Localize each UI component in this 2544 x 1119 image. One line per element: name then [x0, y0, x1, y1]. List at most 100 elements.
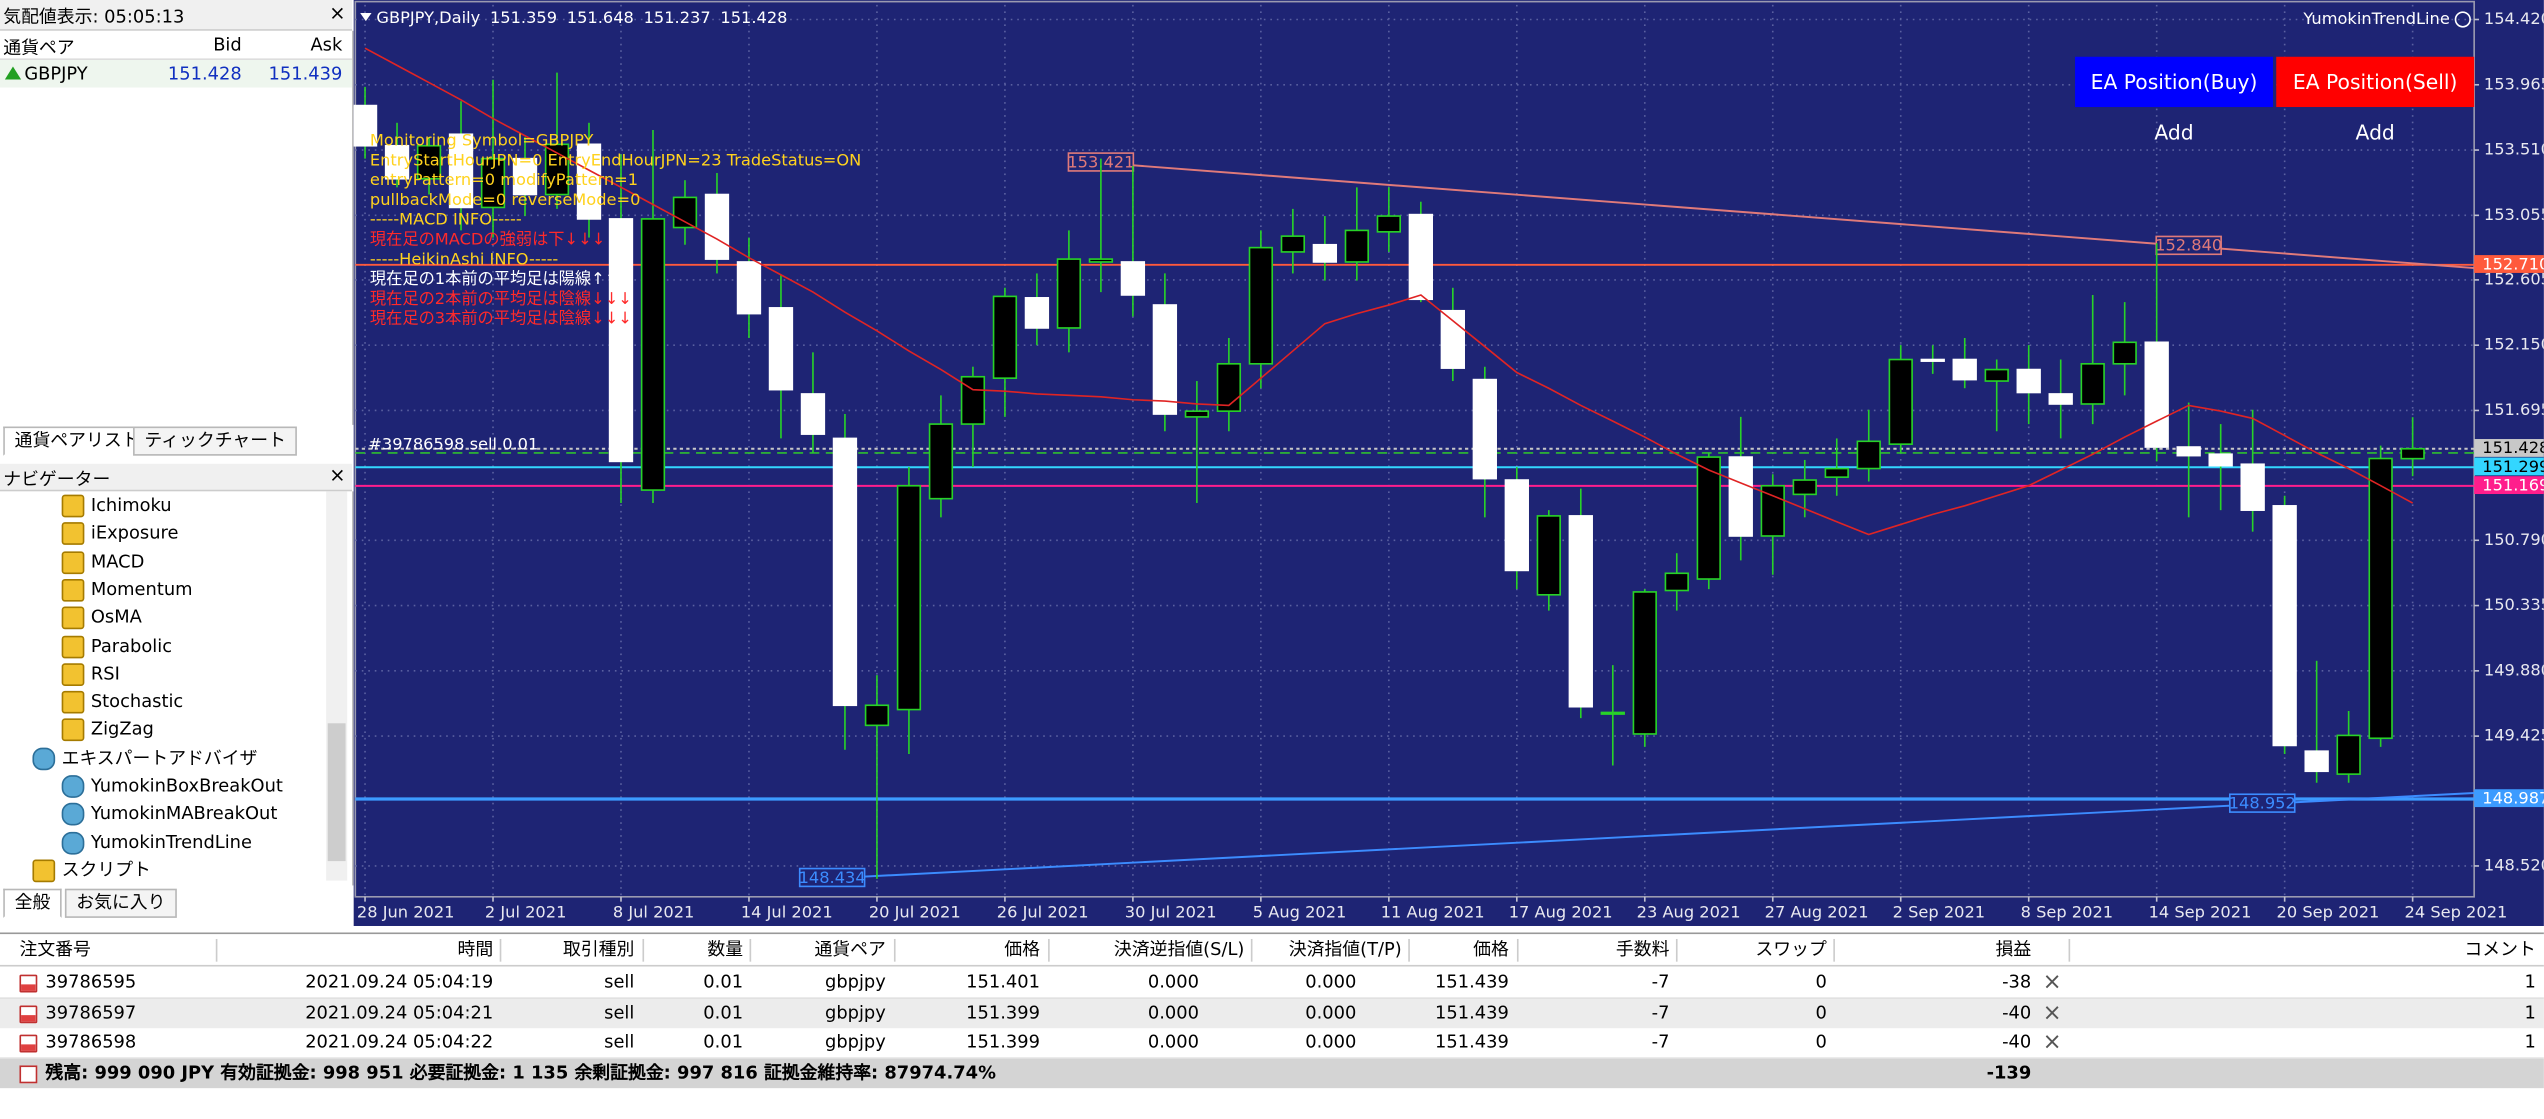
- nav-item[interactable]: ZigZag: [61, 716, 154, 744]
- chart-window: 154.420 153.965 153.510 153.055 152.605 152.1…: [352, 0, 2544, 926]
- nav-item[interactable]: YumokinBoxBreakOut: [61, 772, 283, 800]
- column-separator: [2068, 938, 2071, 962]
- candle-body: [1600, 711, 1625, 715]
- candle-body: [992, 295, 1018, 379]
- candle-body: [704, 193, 730, 260]
- candle-body: [1952, 358, 1977, 381]
- order-cell: 1: [2524, 1001, 2536, 1023]
- y-tick-label: 148.520: [2484, 855, 2544, 874]
- column-separator: [1048, 938, 1050, 962]
- column-header: 時間: [457, 938, 494, 961]
- column-header: 価格: [1004, 938, 1040, 961]
- navigator-titlebar: ナビゲーター ×: [0, 463, 353, 492]
- x-tick-label: 8 Sep 2021: [2021, 903, 2114, 922]
- x-tick-label: 30 Jul 2021: [1125, 903, 1217, 922]
- summary-icon: [19, 1065, 38, 1084]
- tab[interactable]: 通貨ペアリスト: [3, 426, 151, 456]
- column-separator: [1516, 938, 1519, 962]
- order-cell: gbpjpy: [824, 1001, 886, 1023]
- table-header: 注文番号 時間 取引種別 数量 通貨ペア 価格 決済逆指値(S/L) 決済指値(T/P) 価格 手…: [0, 935, 2544, 967]
- ohlc-value: 151.359: [490, 7, 557, 26]
- nav-item[interactable]: iExposure: [61, 519, 178, 547]
- candle-body: [2144, 341, 2169, 448]
- level-label-bg: [2474, 476, 2544, 495]
- candle-body: [1984, 368, 2009, 382]
- ea-button[interactable]: EA Position(Buy) Add: [2075, 56, 2273, 144]
- header-symbol: 通貨ペア: [3, 37, 75, 59]
- column-header: スワップ: [1755, 938, 1827, 961]
- nav-item[interactable]: YumokinMABreakOut: [61, 800, 277, 828]
- ea-button[interactable]: EA Position(Sell) Add: [2276, 56, 2475, 144]
- indicator-icon: [61, 494, 85, 518]
- nav-item[interactable]: Stochastic: [61, 688, 183, 716]
- scrollbar[interactable]: [326, 491, 348, 881]
- candle-body: [2208, 453, 2233, 467]
- order-cell: 2021.09.24 05:04:21: [305, 1001, 494, 1023]
- column-header: 通貨ペア: [814, 938, 886, 961]
- nav-item[interactable]: MACD: [61, 547, 144, 575]
- close-order-icon[interactable]: ×: [2042, 1029, 2062, 1056]
- account-summary: 残高: 999 090 JPY 有効証拠金: 998 951 必要証拠金: 1 …: [45, 1062, 996, 1084]
- level-label-bg: [2474, 439, 2544, 457]
- x-tick-label: 8 Jul 2021: [613, 903, 695, 922]
- candle-body: [768, 307, 794, 391]
- x-tick-label: 23 Aug 2021: [1637, 903, 1741, 922]
- order-cell: 151.401: [966, 971, 1040, 993]
- indicator-icon: [61, 690, 85, 714]
- x-tick-label: 20 Jul 2021: [869, 903, 961, 922]
- order-cell: sell: [604, 1001, 635, 1023]
- y-tick-label: 153.055: [2484, 205, 2544, 224]
- nav-item[interactable]: Momentum: [61, 576, 193, 604]
- column-separator: [1675, 938, 1678, 962]
- nav-item[interactable]: Parabolic: [61, 632, 172, 660]
- column-separator: [893, 938, 896, 962]
- nav-item[interactable]: Ichimoku: [61, 491, 172, 519]
- order-row[interactable]: 39786595 2021.09.24 05:04:19 sell 0.01 gbpjp…: [0, 968, 2544, 999]
- column-header: 決済指値(T/P): [1288, 938, 1402, 961]
- candle-body: [2304, 750, 2329, 773]
- candle-body: [1184, 410, 1210, 418]
- close-button[interactable]: ×: [329, 463, 346, 487]
- indicator-icon: [61, 606, 85, 630]
- market-watch-row[interactable]: GBPJPY 151.428 151.439: [0, 60, 353, 88]
- y-tick-label: 151.695: [2484, 400, 2544, 419]
- market-watch-title: 気配値表示: 05:05:13: [3, 6, 185, 28]
- candle-body: [928, 423, 954, 500]
- header-bid: Bid: [213, 34, 242, 56]
- order-cell: gbpjpy: [824, 971, 886, 993]
- order-cell: -38: [2002, 971, 2032, 993]
- candle-body: [2400, 447, 2425, 460]
- candle-body: [1344, 229, 1370, 263]
- candle-body: [2080, 363, 2105, 405]
- chart-header: GBPJPY,Daily 151.359 151.648 151.237 151.428: [376, 7, 787, 26]
- candle-body: [1440, 309, 1465, 369]
- tab[interactable]: 全般: [3, 888, 62, 918]
- nav-item[interactable]: YumokinTrendLine: [61, 828, 252, 856]
- close-order-icon[interactable]: ×: [2042, 999, 2062, 1026]
- tab[interactable]: お気に入り: [64, 888, 177, 918]
- close-button[interactable]: ×: [329, 1, 346, 25]
- nav-item[interactable]: RSI: [61, 660, 120, 688]
- nav-folder[interactable]: エキスパートアドバイザ: [32, 744, 257, 772]
- order-cell: 0.000: [1305, 971, 1357, 993]
- trendline: [1100, 161, 2475, 270]
- candle-body: [1056, 258, 1082, 329]
- order-row[interactable]: 39786597 2021.09.24 05:04:21 sell 0.01 gbpjp…: [0, 998, 2544, 1029]
- candle-body: [480, 157, 506, 209]
- summary-row: 残高: 999 090 JPY 有効証拠金: 998 951 必要証拠金: 1 …: [0, 1058, 2544, 1089]
- level-label: 152.710: [2482, 254, 2544, 273]
- tab[interactable]: ティックチャート: [133, 426, 298, 456]
- indicator-name: YumokinTrendLine: [2302, 9, 2449, 28]
- y-tick-label: 152.150: [2484, 335, 2544, 354]
- header-ask: Ask: [310, 34, 343, 56]
- close-order-icon[interactable]: ×: [2042, 969, 2062, 996]
- nav-item[interactable]: OsMA: [61, 604, 142, 632]
- candle-body: [1824, 467, 1849, 478]
- order-cell: 0: [1815, 1031, 1827, 1053]
- candle-body: [1024, 297, 1050, 329]
- order-row[interactable]: 39786598 2021.09.24 05:04:22 sell 0.01 gbpjp…: [0, 1028, 2544, 1059]
- order-icon: [19, 974, 38, 993]
- info-line: -----HeikinAshi INFO-----: [370, 249, 559, 268]
- scrollbar-thumb[interactable]: [327, 723, 346, 862]
- nav-folder[interactable]: スクリプト: [32, 856, 151, 884]
